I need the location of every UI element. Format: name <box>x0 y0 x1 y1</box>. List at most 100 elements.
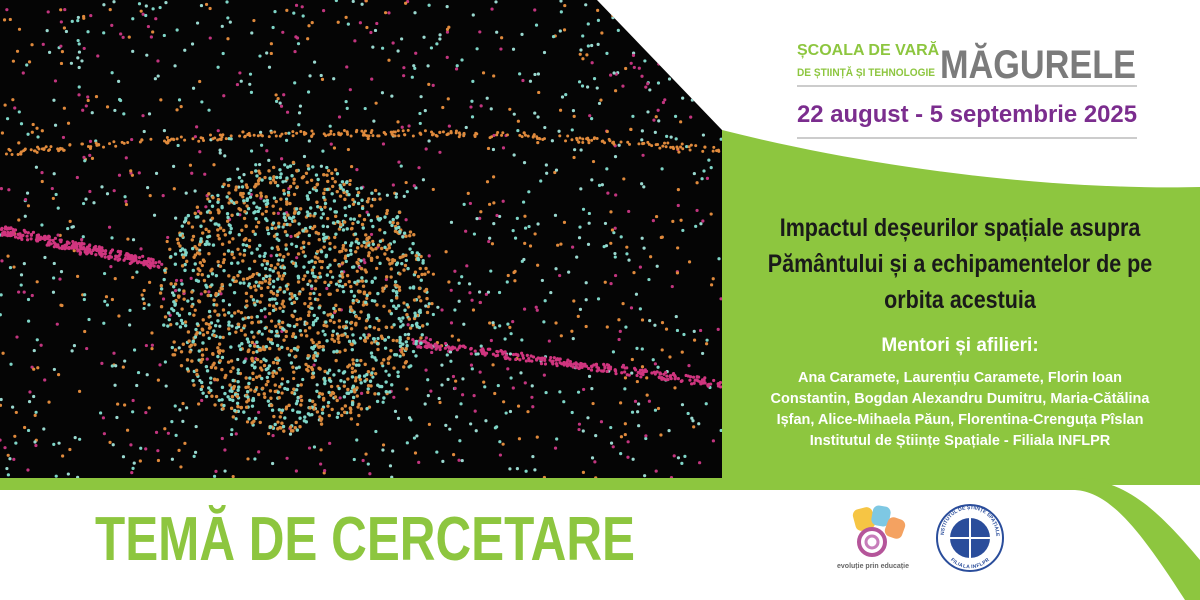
earth-dot <box>347 192 351 197</box>
debris-dot <box>492 222 496 226</box>
earth-dot <box>397 316 401 321</box>
earth-dot <box>256 179 261 183</box>
earth-dot <box>400 350 404 354</box>
orbit-dot <box>140 138 144 142</box>
earth-dot <box>311 165 315 169</box>
debris-dot <box>137 2 142 6</box>
debris-dot <box>265 149 269 153</box>
orbit-dot <box>401 129 405 133</box>
debris-dot <box>645 393 649 397</box>
debris-dot <box>151 30 155 34</box>
earth-dot <box>277 225 281 229</box>
earth-dot <box>249 315 254 319</box>
debris-dot <box>173 288 178 293</box>
orbit-dot <box>679 145 683 149</box>
earth-dot <box>310 271 315 275</box>
earth-dot <box>180 282 184 286</box>
debris-dot <box>33 413 37 417</box>
earth-dot <box>366 383 371 388</box>
debris-dot <box>199 3 204 8</box>
earth-dot <box>390 223 394 228</box>
earth-dot <box>225 212 230 216</box>
earth-dot <box>408 326 413 330</box>
debris-dot <box>472 393 476 398</box>
debris-dot <box>571 337 575 341</box>
earth-dot <box>271 221 276 225</box>
debris-dot <box>81 235 85 239</box>
debris-dot <box>345 106 349 110</box>
debris-dot <box>147 406 151 410</box>
earth-dot <box>278 368 282 372</box>
earth-dot <box>323 201 328 206</box>
earth-dot <box>417 286 422 291</box>
earth-dot <box>296 383 300 388</box>
orbit-dot <box>329 129 333 133</box>
debris-dot <box>123 359 127 363</box>
debris-dot <box>191 86 196 90</box>
debris-dot <box>631 53 636 58</box>
earth-dot <box>389 311 393 316</box>
earth-dot <box>195 251 200 255</box>
debris-dot <box>144 13 148 18</box>
earth-dot <box>391 257 395 262</box>
debris-dot <box>9 362 13 366</box>
debris-dot <box>149 35 153 39</box>
earth-dot <box>221 299 226 303</box>
debris-dot <box>257 410 261 414</box>
debris-dot <box>590 43 594 48</box>
debris-dot <box>499 47 503 51</box>
earth-dot <box>328 312 333 316</box>
debris-dot <box>274 93 278 97</box>
earth-dot <box>342 395 347 399</box>
orbit-dot <box>581 137 585 141</box>
debris-dot <box>516 128 520 133</box>
debris-dot <box>676 246 680 250</box>
orbit-dot <box>4 225 8 229</box>
earth-dot <box>257 392 261 397</box>
debris-dot <box>385 193 389 197</box>
debris-dot <box>43 255 47 260</box>
debris-dot <box>426 394 430 398</box>
debris-dot <box>536 140 540 145</box>
orbit-dot <box>592 363 596 367</box>
earth-dot <box>284 243 288 247</box>
debris-dot <box>576 314 580 318</box>
earth-dot <box>419 336 423 340</box>
earth-dot <box>397 288 402 292</box>
orbit-dot <box>578 136 582 140</box>
earth-dot <box>255 174 259 178</box>
earth-dot <box>384 325 388 329</box>
earth-dot <box>207 322 211 327</box>
debris-dot <box>533 468 537 472</box>
orbit-dot <box>149 137 153 141</box>
debris-dot <box>321 329 325 333</box>
earth-dot <box>195 322 200 326</box>
debris-dot <box>632 65 636 70</box>
debris-dot <box>284 197 289 201</box>
orbit-dot <box>538 137 542 141</box>
orbit-dot <box>365 134 369 138</box>
earth-dot <box>419 254 423 259</box>
earth-dot <box>365 406 369 411</box>
debris-dot <box>77 65 81 70</box>
earth-dot <box>391 304 396 308</box>
space-background <box>0 0 722 478</box>
earth-dot <box>357 289 361 293</box>
debris-dot <box>237 185 241 189</box>
earth-dot <box>222 268 226 273</box>
earth-dot <box>278 385 282 389</box>
earth-dot <box>228 283 232 287</box>
earth-dot <box>398 325 403 329</box>
school-subtitle: DE ȘTIINȚĂ ȘI TEHNOLOGIE <box>797 66 935 79</box>
earth-dot <box>310 338 314 342</box>
debris-dot <box>226 16 230 20</box>
earth-dot <box>255 357 260 362</box>
debris-dot <box>307 24 311 28</box>
debris-dot <box>207 108 211 112</box>
earth-dot <box>227 320 231 324</box>
earth-dot <box>195 331 199 335</box>
earth-dot <box>325 339 329 343</box>
orbit-dot <box>434 133 438 137</box>
earth-dot <box>200 353 205 357</box>
earth-dot <box>344 259 348 264</box>
